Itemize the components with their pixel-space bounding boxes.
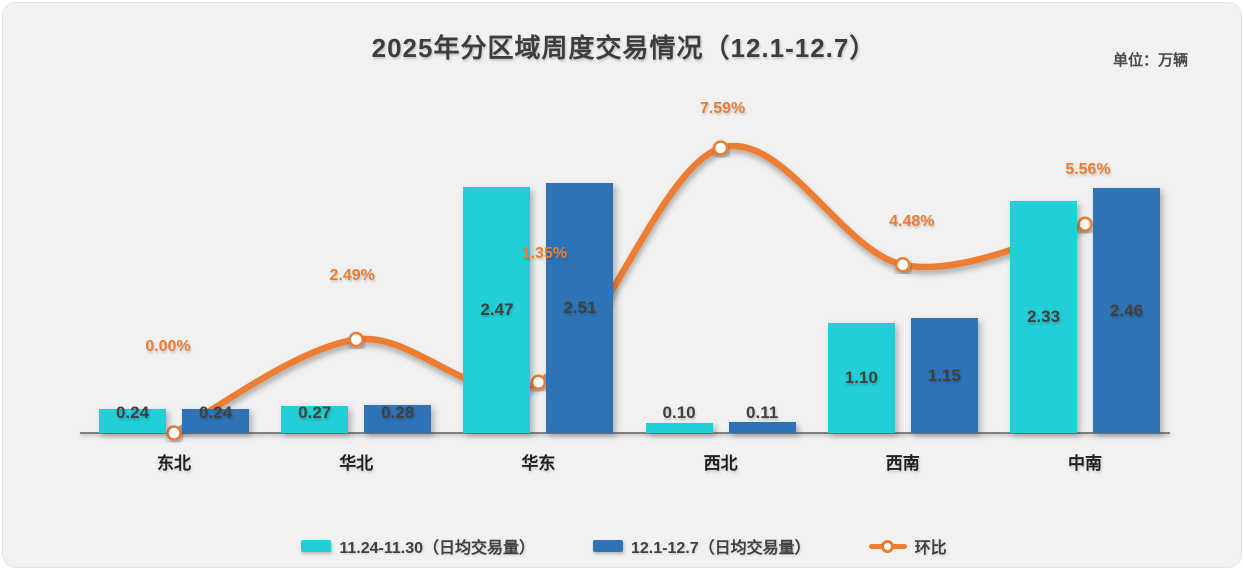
legend-line-marker-icon	[868, 539, 907, 553]
bar-value-label: 2.33	[1026, 307, 1061, 326]
line-marker	[895, 257, 911, 273]
bar-prev-week-6	[1010, 201, 1077, 433]
bar-curr-week-3	[546, 183, 614, 433]
line-point-label: 2.49%	[329, 266, 375, 284]
x-axis-category-label: 华东	[521, 454, 556, 473]
bar-prev-week-2	[281, 406, 349, 433]
bar-value-label: 0.24	[198, 403, 233, 422]
x-axis-category-label: 西南	[885, 454, 920, 473]
legend-item-ratio: 环比	[868, 534, 947, 558]
x-axis-category-label: 中南	[1068, 454, 1102, 473]
line-point-label: 7.59%	[699, 99, 746, 117]
bar-value-label: 0.11	[746, 403, 779, 422]
line-marker	[1077, 216, 1093, 232]
bar-value-label: 0.10	[662, 403, 696, 422]
bar-prev-week-4	[645, 423, 713, 433]
bar-curr-week-1	[182, 409, 249, 433]
bar-prev-week-5	[827, 323, 895, 433]
bar-prev-week-3	[463, 187, 531, 433]
legend-label-curr-week: 12.1-12.7（日均交易量）	[631, 540, 811, 557]
line-point-label: 5.56%	[1065, 161, 1111, 179]
bar-curr-week-6	[1093, 188, 1160, 433]
bar-value-label: 0.24	[115, 403, 150, 422]
line-marker	[530, 374, 547, 391]
line-point-label: 0.00%	[145, 338, 191, 355]
legend-label-prev-week: 11.24-11.30（日均交易量）	[339, 540, 535, 557]
bar-value-label: 1.10	[844, 368, 878, 387]
bar-value-label: 1.15	[927, 365, 961, 385]
bar-value-label: 0.28	[381, 403, 415, 422]
bar-value-label: 2.47	[480, 300, 514, 319]
bar-curr-week-4	[728, 422, 796, 433]
legend-swatch-prev-week-icon	[301, 540, 332, 552]
line-point-label: 1.35%	[521, 245, 568, 263]
legend-item-prev-week: 11.24-11.30（日均交易量）	[301, 534, 535, 558]
line-point-label: 4.48%	[889, 212, 935, 230]
bar-value-label: 2.51	[563, 298, 597, 317]
x-axis-category-label: 东北	[157, 454, 191, 473]
line-marker	[712, 140, 729, 156]
chart-title: 2025年分区域周度交易情况（12.1-12.7）	[371, 33, 877, 63]
x-axis-category-label: 西北	[703, 454, 738, 473]
line-marker	[348, 331, 364, 348]
x-axis-category-label: 华北	[339, 454, 374, 473]
bar-curr-week-5	[910, 318, 978, 433]
legend-swatch-curr-week-icon	[593, 540, 623, 552]
legend: 11.24-11.30（日均交易量） 12.1-12.7（日均交易量） 环比	[2, 534, 1244, 558]
unit-label: 单位：万辆	[1112, 52, 1188, 69]
bar-prev-week-1	[99, 409, 166, 433]
bar-value-label: 0.27	[298, 403, 332, 422]
legend-item-curr-week: 12.1-12.7（日均交易量）	[593, 534, 811, 558]
legend-label-ratio: 环比	[914, 540, 947, 557]
bar-value-label: 2.46	[1109, 300, 1144, 320]
bar-curr-week-2	[364, 405, 432, 433]
